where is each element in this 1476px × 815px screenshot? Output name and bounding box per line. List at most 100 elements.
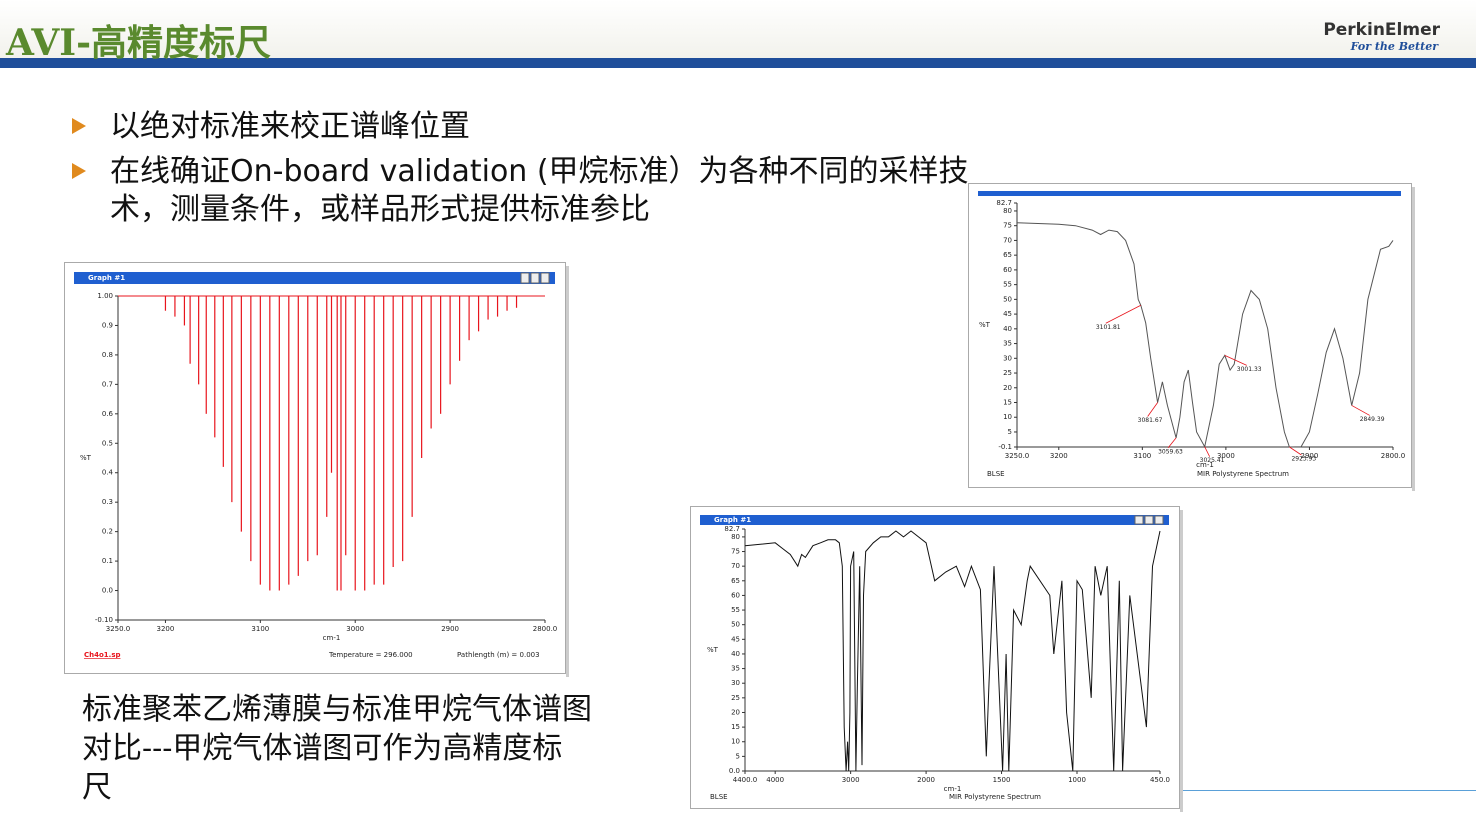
annotation: 2849.39 <box>1360 416 1385 423</box>
title-bar <box>700 515 1169 525</box>
caption: 标准聚苯乙烯薄膜与标准甲烷气体谱图对比---甲烷气体谱图可作为高精度标尺 <box>82 692 592 805</box>
y-tick-label: 35 <box>1003 340 1012 348</box>
window-button[interactable] <box>530 272 540 284</box>
y-tick-label: 20 <box>1003 384 1012 392</box>
y-tick-label: 0.1 <box>102 557 113 565</box>
footer-text: Temperature = 296.000 <box>328 651 413 659</box>
footer-text: MIR Polystyrene Spectrum <box>949 793 1041 801</box>
annotation: 3059.63 <box>1158 448 1183 455</box>
y-tick-label: 0.5 <box>102 439 113 447</box>
footer-text: MIR Polystyrene Spectrum <box>1197 470 1289 478</box>
title-bar <box>978 191 1401 196</box>
y-tick-label: 20 <box>731 708 740 716</box>
x-tick-label: 1000 <box>1068 776 1086 784</box>
y-tick-label: 0.4 <box>102 469 114 477</box>
bullet: 在线确证On-board validation (甲烷标准）为各种不同的采样技术… <box>110 154 969 227</box>
y-tick-label: 45 <box>1003 310 1012 318</box>
y-tick-label: -0.1 <box>998 443 1012 451</box>
y-tick-label: 65 <box>731 577 740 585</box>
annotation-leader <box>1105 304 1142 324</box>
footer-text: BLSE <box>987 470 1005 478</box>
title-bar <box>74 272 555 284</box>
x-tick-label: 3250.0 <box>1005 452 1030 460</box>
x-tick-label: 3250.0 <box>106 625 131 633</box>
x-tick-label: 3200 <box>1050 452 1068 460</box>
title: AVI-高精度标尺 <box>6 22 272 64</box>
y-tick-label: 45 <box>731 635 740 643</box>
y-tick-label: 80 <box>1003 207 1012 215</box>
logo: PerkinElmer <box>1323 20 1440 40</box>
y-axis-label: %T <box>80 454 92 462</box>
window-shadow <box>566 266 569 677</box>
y-axis-label: %T <box>707 646 719 654</box>
y-tick-label: 0.2 <box>102 528 113 536</box>
y-tick-label: 15 <box>1003 399 1012 407</box>
x-tick-label: 2900 <box>441 625 459 633</box>
x-axis-label: cm-1 <box>944 785 962 793</box>
window-button[interactable] <box>540 272 550 284</box>
footer-text: Pathlength (m) = 0.003 <box>457 651 540 659</box>
y-tick-label: 65 <box>1003 251 1012 259</box>
window-button[interactable] <box>520 272 530 284</box>
window-button[interactable] <box>1154 515 1164 525</box>
window-button[interactable] <box>1144 515 1154 525</box>
x-tick-label: 1500 <box>993 776 1011 784</box>
annotation: 2923.93 <box>1291 456 1316 463</box>
y-tick-label: 75 <box>1003 222 1012 230</box>
figure: Graph #1 -0.10 0.0 0.1 0.2 0.3 0.4 0.5 0.6 0.7 0.8… <box>64 262 569 677</box>
annotation-leader <box>1289 446 1302 456</box>
y-tick-label: 55 <box>731 606 740 614</box>
y-tick-label: 40 <box>1003 325 1012 333</box>
y-tick-label: 30 <box>731 679 740 687</box>
y-tick-label: 5 <box>1008 428 1012 436</box>
x-tick-label: 3000 <box>1217 452 1235 460</box>
y-tick-label: 30 <box>1003 354 1012 362</box>
window <box>690 506 1180 809</box>
x-tick-label: 450.0 <box>1150 776 1170 784</box>
annotation-leader <box>1204 446 1211 457</box>
y-tick-label: 0.0 <box>102 587 113 595</box>
y-tick-label: 0.0 <box>729 767 740 775</box>
x-axis-label: cm-1 <box>1196 461 1214 469</box>
y-tick-label: 0.3 <box>102 498 113 506</box>
y-tick-label: 10 <box>731 738 740 746</box>
x-tick-label: 2800.0 <box>533 625 558 633</box>
y-tick-label: 0.7 <box>102 380 113 388</box>
footer-text: Ch4o1.sp <box>84 651 121 659</box>
y-tick-label: 5 <box>736 752 740 760</box>
window-shadow <box>1180 510 1183 812</box>
window <box>64 262 566 674</box>
spectrum <box>1016 222 1394 449</box>
y-tick-label: 0.6 <box>102 410 114 418</box>
y-tick-label: 50 <box>1003 295 1012 303</box>
y-tick-label: 1.00 <box>97 292 113 300</box>
x-tick-label: 3000 <box>346 625 364 633</box>
x-axis-label: cm-1 <box>323 634 341 642</box>
y-tick-label: 75 <box>731 548 740 556</box>
y-tick-label: -0.10 <box>95 616 113 624</box>
y-tick-label: 60 <box>731 591 740 599</box>
x-tick-label: 2900 <box>1301 452 1319 460</box>
annotation: 3025.41 <box>1200 457 1225 464</box>
tagline: For the Better <box>1350 40 1438 53</box>
y-tick-label: 0.8 <box>102 351 113 359</box>
x-tick-label: 2800.0 <box>1381 452 1406 460</box>
rule <box>1183 790 1476 791</box>
y-tick-label: 80 <box>731 533 740 541</box>
annotation: 3081.67 <box>1138 417 1163 424</box>
y-axis-label: %T <box>979 321 991 329</box>
x-tick-label: 3100 <box>251 625 269 633</box>
y-tick-label: 70 <box>731 562 740 570</box>
y-tick-label: 50 <box>731 621 740 629</box>
window-button[interactable] <box>1134 515 1144 525</box>
x-tick-label: 3100 <box>1133 452 1151 460</box>
annotation: 3001.33 <box>1237 366 1262 373</box>
y-tick-label: 0.9 <box>102 321 113 329</box>
bullet-arrow <box>72 118 86 134</box>
y-tick-label: 55 <box>1003 281 1012 289</box>
window-shadow <box>1412 187 1415 491</box>
annotation: 3101.81 <box>1096 324 1121 331</box>
x-tick-label: 4400.0 <box>733 776 758 784</box>
